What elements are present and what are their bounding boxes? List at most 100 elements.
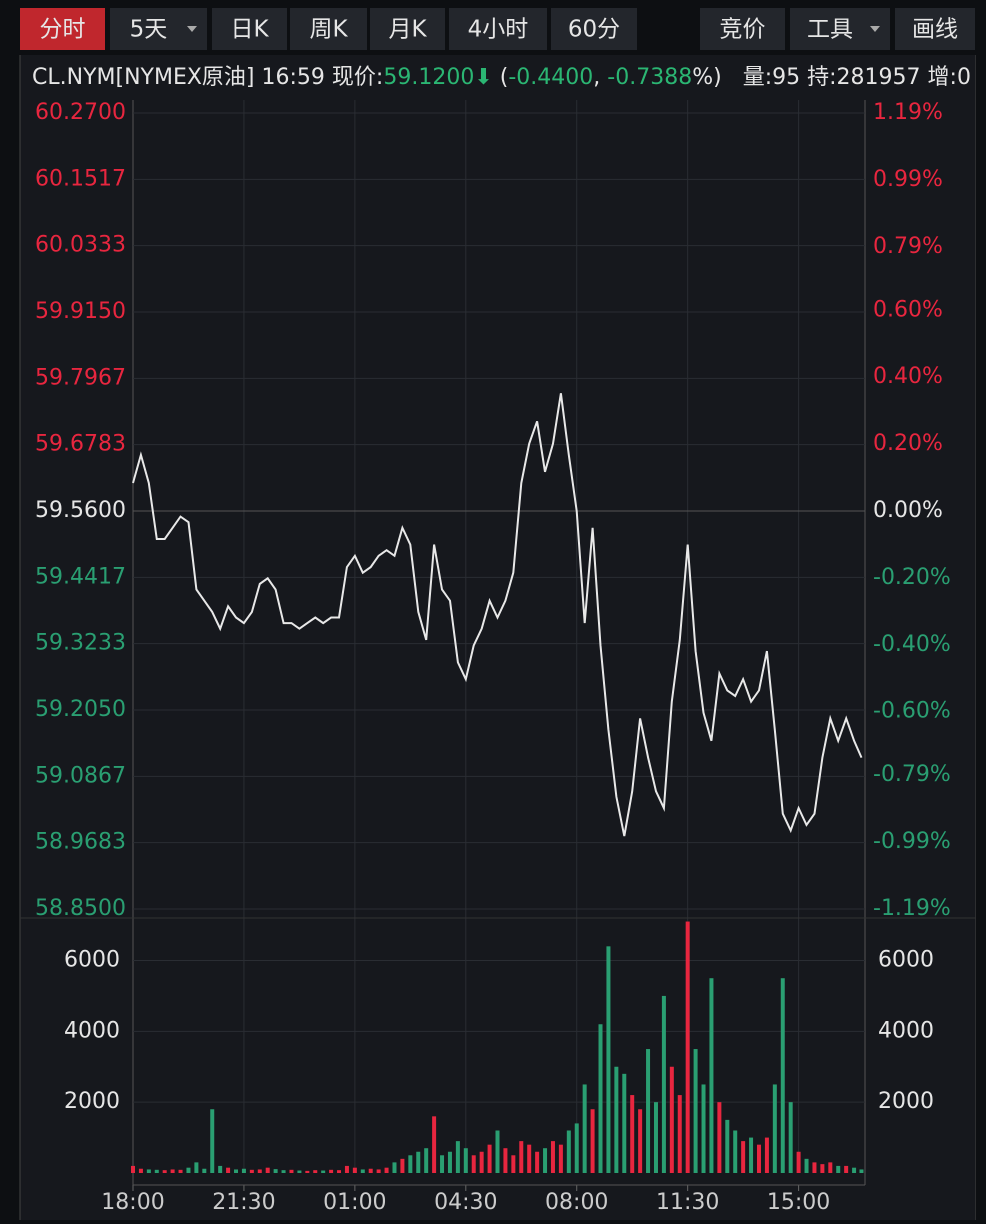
volume-bar [154,1169,159,1173]
volume-tick-label: 2000 [64,1089,120,1114]
volume-bar [344,1165,349,1173]
volume-bar [487,1144,492,1173]
y2-tick-label: -0.40% [873,632,951,657]
y2-tick-label: 0.99% [873,167,943,192]
volume-bar [836,1165,841,1173]
volume-bar [535,1151,540,1173]
y2-tick-label: -0.99% [873,829,951,854]
price: 59.1200 [383,65,474,90]
volume-bar [400,1158,405,1173]
volume-bar [329,1169,334,1173]
volume-bar [519,1141,524,1173]
volume-bar [653,1102,658,1173]
volume-bar [447,1151,452,1173]
y2-tick-label: -1.19% [873,896,951,921]
volume-bar [495,1130,500,1173]
y2-tick-label: -0.20% [873,565,951,590]
y2-tick-label: 0.40% [873,364,943,389]
volume-bar [725,1119,730,1173]
volume-bar [360,1169,365,1173]
volume-bar [804,1158,809,1173]
volume-bar [289,1169,294,1173]
edge [976,55,986,1224]
dropdown [870,26,880,32]
volume-bar [717,1102,722,1173]
y-tick-label: 59.9150 [35,299,126,324]
y-tick-label: 59.0867 [35,763,126,788]
volume-bar [305,1170,310,1173]
tab-bg[interactable] [551,8,637,50]
arrow: ⬇ [474,65,492,90]
volume-bar [543,1148,548,1173]
volume-bar [194,1162,199,1173]
tab-bg[interactable] [290,8,367,50]
tab-bg[interactable] [895,8,975,50]
volume-bar [297,1170,302,1173]
volume-bar [574,1123,579,1173]
volume-bar [749,1137,754,1173]
volume-bar [440,1155,445,1173]
volume: 量:95 [743,65,800,90]
volume-bar [503,1148,508,1173]
x-tick-label: 18:00 [101,1190,164,1215]
volume-bar [273,1169,278,1173]
volume-bar [321,1170,326,1173]
volume-bar [828,1162,833,1173]
volume-bar [234,1169,239,1173]
volume-bar [463,1148,468,1173]
x-tick-label: 04:30 [434,1190,497,1215]
y2-tick-label: -0.79% [873,762,951,787]
y2-tick-label: 1.19% [873,100,943,125]
volume-bar [733,1130,738,1173]
tab-bg[interactable] [449,8,547,50]
y-tick-label: 59.7967 [35,365,126,390]
tab: 60分 [568,17,620,43]
y2-tick-label: 0.00% [873,498,943,523]
y-tick-label: 59.5600 [35,498,126,523]
y-tick-label: 58.8500 [35,896,126,921]
volume-bar [226,1167,231,1173]
open-interest: 持:281957 [807,65,920,90]
volume-bar [281,1170,286,1173]
tab-bg[interactable] [700,8,785,50]
y2-tick-label: 0.60% [873,297,943,322]
volume-bar [709,978,714,1173]
volume-bar [685,921,690,1173]
volume-bar [178,1169,183,1173]
volume-bar [527,1144,532,1173]
volume-bar [677,1095,682,1173]
volume-bar [131,1165,135,1173]
volume-bar [566,1130,571,1173]
tab-bg[interactable] [370,8,445,50]
tab: 分时 [40,17,86,43]
volume-bar [693,1049,698,1173]
volume-bar [614,1066,619,1173]
increase: 增:0 [928,65,971,90]
tab-bg[interactable] [212,8,287,50]
y-tick-label: 59.4417 [35,564,126,589]
y-tick-label: 60.2700 [35,100,126,125]
tab: 5天 [130,17,168,43]
y-tick-label: 59.6783 [35,432,126,457]
change-pct: -0.7388 [607,65,692,90]
volume-bar [772,1084,777,1173]
volume-bar [218,1165,223,1173]
price-line [132,393,863,837]
volume-bar [741,1141,746,1173]
toolbar: 分时 5天 日K 周K 月K 4小时 60分 竞价 工具 画线 [20,8,975,50]
volume-bar [186,1167,191,1173]
volume-bar [661,995,666,1173]
volume-bar [630,1095,635,1173]
volume-bar [756,1144,761,1173]
x-tick-label: 11:30 [656,1190,719,1215]
paren: %) [692,65,722,90]
volume-bar [622,1073,627,1173]
tab-bg[interactable] [20,8,105,50]
volume-bar [337,1170,342,1173]
volume-bar [392,1162,397,1173]
volume-bar [598,1024,603,1173]
y2-tick-label: 0.20% [873,431,943,456]
x-tick-label: 15:00 [767,1190,830,1215]
tab: 周K [309,17,348,43]
